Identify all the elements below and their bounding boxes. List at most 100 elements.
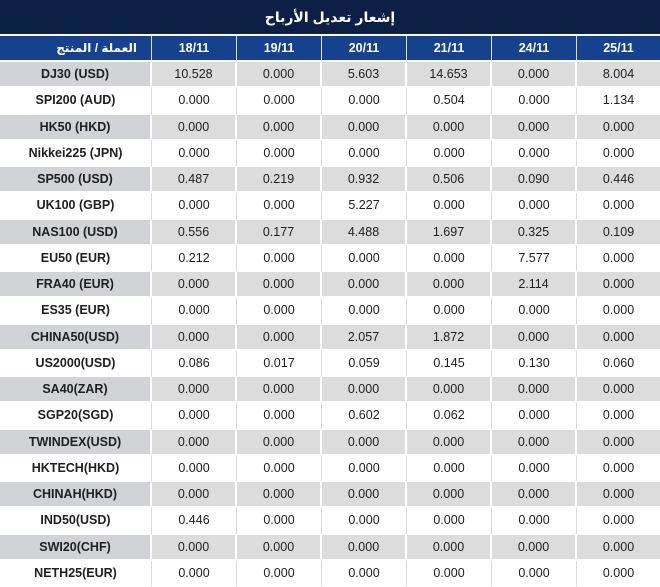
- value-cell: 0.504: [407, 88, 492, 115]
- table-row: SWI20(CHF) 0.000 0.000 0.000 0.000 0.000 0.000: [0, 534, 660, 561]
- value-cell: 0.212: [152, 245, 237, 272]
- table-row: SA40(ZAR) 0.000 0.000 0.000 0.000 0.000 0.000: [0, 377, 660, 404]
- table-row: UK100 (GBP) 0.000 0.000 5.227 0.000 0.000 0.00…: [0, 193, 660, 220]
- value-cell: 0.000: [492, 88, 577, 115]
- value-cell: 0.000: [407, 455, 492, 482]
- product-cell: SPI200 (AUD): [0, 88, 152, 115]
- date-column-header: 25/11: [577, 36, 660, 62]
- value-cell: 0.000: [322, 377, 407, 404]
- value-cell: 0.000: [407, 114, 492, 141]
- product-cell: SGP20(SGD): [0, 403, 152, 430]
- value-cell: 0.556: [152, 219, 237, 246]
- value-cell: 0.000: [237, 377, 322, 404]
- value-cell: 0.000: [407, 245, 492, 272]
- value-cell: 0.000: [322, 298, 407, 325]
- product-cell: ES35 (EUR): [0, 298, 152, 325]
- product-cell: CHINAH(HKD): [0, 482, 152, 509]
- value-cell: 0.000: [492, 455, 577, 482]
- value-cell: 0.000: [237, 429, 322, 456]
- table-row: FRA40 (EUR) 0.000 0.000 0.000 0.000 2.114 0.00…: [0, 272, 660, 299]
- value-cell: 0.000: [322, 455, 407, 482]
- value-cell: 5.603: [322, 62, 407, 89]
- value-cell: 0.000: [322, 245, 407, 272]
- value-cell: 0.086: [152, 350, 237, 377]
- value-cell: 0.000: [237, 298, 322, 325]
- value-cell: 0.000: [322, 140, 407, 167]
- value-cell: 0.000: [152, 455, 237, 482]
- product-cell: SP500 (USD): [0, 167, 152, 194]
- value-cell: 0.000: [492, 508, 577, 535]
- value-cell: 0.000: [577, 114, 660, 141]
- product-cell: HKTECH(HKD): [0, 455, 152, 482]
- table-row: SP500 (USD) 0.487 0.219 0.932 0.506 0.090 0.44…: [0, 167, 660, 194]
- value-cell: 0.000: [322, 88, 407, 115]
- value-cell: 0.000: [152, 403, 237, 430]
- value-cell: 0.017: [237, 350, 322, 377]
- value-cell: 2.057: [322, 324, 407, 351]
- table-row: HK50 (HKD) 0.000 0.000 0.000 0.000 0.000 0.000: [0, 114, 660, 141]
- date-column-header: 20/11: [322, 36, 407, 62]
- value-cell: 0.000: [237, 508, 322, 535]
- value-cell: 0.000: [237, 482, 322, 509]
- value-cell: 0.130: [492, 350, 577, 377]
- product-cell: EU50 (EUR): [0, 245, 152, 272]
- value-cell: 7.577: [492, 245, 577, 272]
- value-cell: 0.000: [492, 193, 577, 220]
- value-cell: 0.000: [492, 377, 577, 404]
- value-cell: 0.000: [237, 193, 322, 220]
- page-title: إشعار تعديل الأرباح: [264, 8, 396, 25]
- value-cell: 0.000: [237, 114, 322, 141]
- value-cell: 0.000: [152, 377, 237, 404]
- value-cell: 0.000: [152, 140, 237, 167]
- value-cell: 10.528: [152, 62, 237, 89]
- product-cell: NAS100 (USD): [0, 219, 152, 246]
- value-cell: 0.000: [152, 429, 237, 456]
- value-cell: 0.000: [152, 114, 237, 141]
- table-row: NAS100 (USD) 0.556 0.177 4.488 1.697 0.325 0.1…: [0, 219, 660, 246]
- value-cell: 1.872: [407, 324, 492, 351]
- value-cell: 0.602: [322, 403, 407, 430]
- value-cell: 14.653: [407, 62, 492, 89]
- value-cell: 0.000: [407, 193, 492, 220]
- table-row: HKTECH(HKD) 0.000 0.000 0.000 0.000 0.000 0.00…: [0, 455, 660, 482]
- value-cell: 0.000: [152, 534, 237, 561]
- table-row: NETH25(EUR) 0.000 0.000 0.000 0.000 0.000 0.00…: [0, 560, 660, 587]
- value-cell: 0.000: [577, 377, 660, 404]
- profit-adjustment-table: العملة / المنتج 18/11 19/11 20/11 21/11 24/11…: [0, 36, 660, 587]
- table-row: DJ30 (USD) 10.528 0.000 5.603 14.653 0.000 8.0…: [0, 62, 660, 89]
- product-column-header: العملة / المنتج: [0, 36, 152, 62]
- value-cell: 0.000: [152, 324, 237, 351]
- value-cell: 0.000: [237, 140, 322, 167]
- date-column-header: 18/11: [152, 36, 237, 62]
- value-cell: 0.000: [492, 482, 577, 509]
- value-cell: 0.000: [492, 140, 577, 167]
- value-cell: 0.000: [152, 482, 237, 509]
- value-cell: 0.000: [407, 482, 492, 509]
- value-cell: 0.000: [577, 245, 660, 272]
- table-row: US2000(USD) 0.086 0.017 0.059 0.145 0.130 0.06…: [0, 350, 660, 377]
- value-cell: 0.000: [237, 403, 322, 430]
- value-cell: 0.219: [237, 167, 322, 194]
- value-cell: 0.090: [492, 167, 577, 194]
- value-cell: 0.000: [492, 560, 577, 587]
- value-cell: 0.059: [322, 350, 407, 377]
- value-cell: 0.487: [152, 167, 237, 194]
- value-cell: 0.000: [577, 534, 660, 561]
- value-cell: 0.000: [492, 534, 577, 561]
- product-cell: HK50 (HKD): [0, 114, 152, 141]
- value-cell: 0.000: [407, 560, 492, 587]
- value-cell: 0.000: [577, 403, 660, 430]
- table-row: ES35 (EUR) 0.000 0.000 0.000 0.000 0.000 0.000: [0, 298, 660, 325]
- product-cell: DJ30 (USD): [0, 62, 152, 89]
- value-cell: 0.446: [152, 508, 237, 535]
- value-cell: 0.000: [407, 140, 492, 167]
- value-cell: 0.000: [237, 534, 322, 561]
- value-cell: 0.000: [407, 508, 492, 535]
- table-row: TWINDEX(USD) 0.000 0.000 0.000 0.000 0.000 0.0…: [0, 429, 660, 456]
- table-row: CHINA50(USD) 0.000 0.000 2.057 1.872 0.000 0.0…: [0, 324, 660, 351]
- value-cell: 0.000: [492, 324, 577, 351]
- value-cell: 0.000: [237, 455, 322, 482]
- value-cell: 0.000: [492, 114, 577, 141]
- value-cell: 0.000: [237, 88, 322, 115]
